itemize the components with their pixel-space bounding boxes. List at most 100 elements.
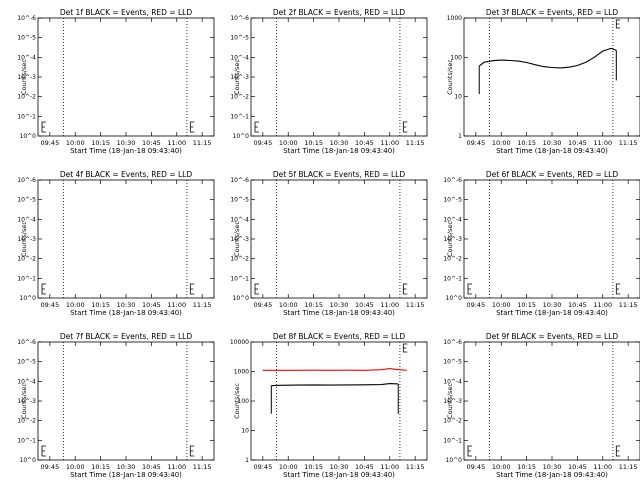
x-tick-label: 10:15 xyxy=(91,463,110,471)
plot-frame xyxy=(37,341,215,461)
series-line-1 xyxy=(262,368,407,371)
error-marker xyxy=(189,283,195,295)
y-tick-label: 10^-2 xyxy=(443,418,462,425)
plot-frame xyxy=(463,17,640,137)
y-tick-label: 10^-6 xyxy=(443,339,462,346)
x-tick-label: 10:45 xyxy=(568,139,587,147)
error-marker xyxy=(402,343,408,353)
y-axis-label: Counts/sec xyxy=(233,59,241,95)
y-tick-label: 1 xyxy=(458,133,462,140)
y-tick-label: 10000 xyxy=(230,339,249,346)
x-tick-label: 11:15 xyxy=(406,139,425,147)
y-tick-label: 10^-4 xyxy=(17,216,36,223)
x-tick-label: 11:00 xyxy=(380,301,399,309)
y-tick-label: 10^-3 xyxy=(17,398,36,405)
panel-title: Det 6f BLACK = Events, RED = LLD xyxy=(486,170,619,179)
x-tick-label: 11:15 xyxy=(619,139,638,147)
panel-6: Det 6f BLACK = Events, RED = LLD 09:45 10:… xyxy=(443,170,640,317)
y-axis-label: Counts/sec xyxy=(233,221,241,257)
x-tick-label: 10:30 xyxy=(117,463,136,471)
x-tick-label: 10:00 xyxy=(492,463,511,471)
x-tick-label: 10:00 xyxy=(279,139,298,147)
y-tick-label: 10^-2 xyxy=(17,418,36,425)
x-tick-label: 11:15 xyxy=(193,301,212,309)
error-marker xyxy=(467,445,472,457)
x-tick-label: 10:30 xyxy=(330,301,349,309)
x-tick-label: 11:15 xyxy=(619,301,638,309)
x-tick-label: 10:00 xyxy=(66,139,85,147)
y-tick-label: 10^-1 xyxy=(230,275,249,282)
y-tick-label: 10^-6 xyxy=(443,177,462,184)
y-tick-label: 10^-4 xyxy=(230,54,249,61)
y-axis-label: Counts/sec xyxy=(233,383,241,419)
y-tick-label: 1000 xyxy=(234,369,249,376)
x-tick-label: 11:00 xyxy=(167,139,186,147)
x-tick-label: 10:45 xyxy=(142,301,161,309)
panel-title: Det 5f BLACK = Events, RED = LLD xyxy=(273,170,406,179)
x-axis-label: Start Time (18-Jan-18 09:43:40) xyxy=(283,309,395,317)
panel-2: Det 2f BLACK = Events, RED = LLD 09:45 10:… xyxy=(230,8,428,155)
y-tick-label: 10^-5 xyxy=(443,197,462,204)
error-marker xyxy=(189,445,195,457)
x-axis-label: Start Time (18-Jan-18 09:43:40) xyxy=(70,147,182,155)
x-tick-label: 10:45 xyxy=(142,139,161,147)
error-marker xyxy=(41,121,46,133)
x-axis-label: Start Time (18-Jan-18 09:43:40) xyxy=(283,471,395,479)
error-marker xyxy=(467,283,472,295)
y-tick-label: 10^-5 xyxy=(230,35,249,42)
error-marker xyxy=(402,121,408,133)
y-axis-label: Counts/sec xyxy=(20,221,28,257)
x-tick-label: 11:15 xyxy=(406,301,425,309)
x-axis-label: Start Time (18-Jan-18 09:43:40) xyxy=(283,147,395,155)
y-tick-label: 10^0 xyxy=(20,457,37,464)
x-tick-label: 11:00 xyxy=(167,463,186,471)
x-tick-label: 11:15 xyxy=(619,463,638,471)
error-marker xyxy=(41,283,46,295)
y-axis-label: Counts/sec xyxy=(20,59,28,95)
y-tick-label: 10^-1 xyxy=(17,113,36,120)
x-tick-label: 10:45 xyxy=(568,301,587,309)
error-marker xyxy=(254,121,259,133)
x-tick-label: 10:15 xyxy=(517,463,536,471)
x-axis-label: Start Time (18-Jan-18 09:43:40) xyxy=(496,309,608,317)
panel-9: Det 9f BLACK = Events, RED = LLD 09:45 10:… xyxy=(443,332,640,479)
y-tick-label: 10^-4 xyxy=(443,378,462,385)
y-tick-label: 10^-3 xyxy=(443,236,462,243)
series-line-2 xyxy=(271,383,399,387)
x-tick-label: 09:45 xyxy=(253,301,272,309)
y-tick-label: 10 xyxy=(454,94,462,101)
x-tick-label: 11:00 xyxy=(593,139,612,147)
y-tick-label: 10^-3 xyxy=(17,74,36,81)
x-tick-label: 10:00 xyxy=(279,301,298,309)
y-tick-label: 10^-1 xyxy=(17,437,36,444)
y-tick-label: 10^-1 xyxy=(230,113,249,120)
y-tick-label: 10^-6 xyxy=(17,15,36,22)
x-tick-label: 09:45 xyxy=(466,301,485,309)
y-tick-label: 10^0 xyxy=(20,295,37,302)
x-tick-label: 10:30 xyxy=(330,463,349,471)
panel-title: Det 2f BLACK = Events, RED = LLD xyxy=(273,8,406,17)
x-tick-label: 11:00 xyxy=(593,463,612,471)
plot-frame xyxy=(250,341,428,461)
x-tick-label: 11:15 xyxy=(193,139,212,147)
y-tick-label: 10^-6 xyxy=(230,177,249,184)
y-tick-label: 10^-6 xyxy=(230,15,249,22)
plot-frame xyxy=(37,17,215,137)
x-tick-label: 10:30 xyxy=(543,301,562,309)
panel-title: Det 1f BLACK = Events, RED = LLD xyxy=(60,8,193,17)
x-tick-label: 09:45 xyxy=(466,463,485,471)
x-tick-label: 10:45 xyxy=(355,301,374,309)
y-tick-label: 10^-3 xyxy=(230,236,249,243)
x-tick-label: 10:00 xyxy=(492,301,511,309)
x-axis-label: Start Time (18-Jan-18 09:43:40) xyxy=(496,147,608,155)
x-tick-label: 10:15 xyxy=(304,301,323,309)
x-tick-label: 10:15 xyxy=(91,139,110,147)
panel-1: Det 1f BLACK = Events, RED = LLD 09:45 10:… xyxy=(17,8,215,155)
y-tick-label: 10^-4 xyxy=(230,216,249,223)
x-tick-label: 11:00 xyxy=(593,301,612,309)
y-axis-label: Counts/sec xyxy=(20,383,28,419)
y-tick-label: 10^-4 xyxy=(443,216,462,223)
x-tick-label: 10:45 xyxy=(142,463,161,471)
y-tick-label: 10^0 xyxy=(233,295,250,302)
panel-title: Det 4f BLACK = Events, RED = LLD xyxy=(60,170,193,179)
